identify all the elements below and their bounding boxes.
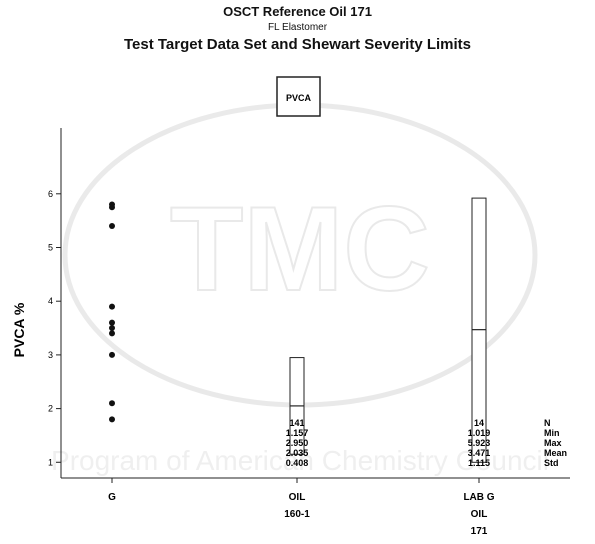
stat-value: 1.157 (286, 428, 309, 438)
x-tick-label: OIL (471, 509, 488, 520)
y-ticks: 1 2 3 4 5 6 (48, 189, 61, 467)
data-point (109, 204, 115, 211)
data-point (109, 416, 115, 423)
chart-header-title: OSCT Reference Oil 171 (223, 4, 372, 19)
stat-value: 14 (474, 418, 484, 428)
stat-label: Mean (544, 448, 567, 458)
stat-label: Max (544, 438, 562, 448)
y-tick-label: 2 (48, 404, 53, 414)
data-point (109, 330, 115, 337)
legend-box (276, 76, 321, 117)
stat-value: 141 (289, 418, 304, 428)
stat-label: Min (544, 428, 560, 438)
data-point (109, 400, 115, 407)
data-points (109, 201, 115, 423)
y-tick-label: 1 (48, 457, 53, 467)
y-tick-label: 5 (48, 243, 53, 253)
data-point (109, 325, 115, 332)
x-tick-label: LAB G (463, 492, 494, 503)
y-axis-label: PVCA % (11, 302, 27, 357)
x-tick-label: 171 (471, 526, 488, 537)
stat-value: 0.408 (286, 458, 309, 468)
y-tick-label: 4 (48, 296, 53, 306)
y-tick-label: 6 (48, 189, 53, 199)
stat-value: 2.950 (286, 438, 309, 448)
stat-label: Std (544, 458, 559, 468)
x-tick-label: OIL (289, 492, 306, 503)
legend-label: PVCA (286, 93, 312, 103)
boxes (289, 197, 487, 463)
stat-label: N (544, 418, 551, 428)
stat-value: 5.923 (468, 438, 491, 448)
stat-value: 2.035 (286, 448, 309, 458)
stat-value: 1.115 (468, 458, 490, 468)
data-point (109, 351, 115, 358)
x-tick-label: G (108, 492, 116, 503)
chart-title: Test Target Data Set and Shewart Severit… (123, 36, 472, 53)
data-point (109, 319, 115, 326)
data-point (109, 303, 115, 310)
data-point (109, 223, 115, 230)
x-ticks: G OIL 160-1 LAB G OIL 171 (108, 478, 495, 537)
stat-value: 3.471 (468, 448, 491, 458)
chart-header-subtitle: FL Elastomer (267, 22, 328, 33)
y-tick-label: 3 (48, 350, 53, 360)
svg-text:TMC: TMC (170, 182, 430, 316)
x-tick-label: 160-1 (284, 509, 310, 520)
stat-value: 1.019 (468, 428, 491, 438)
